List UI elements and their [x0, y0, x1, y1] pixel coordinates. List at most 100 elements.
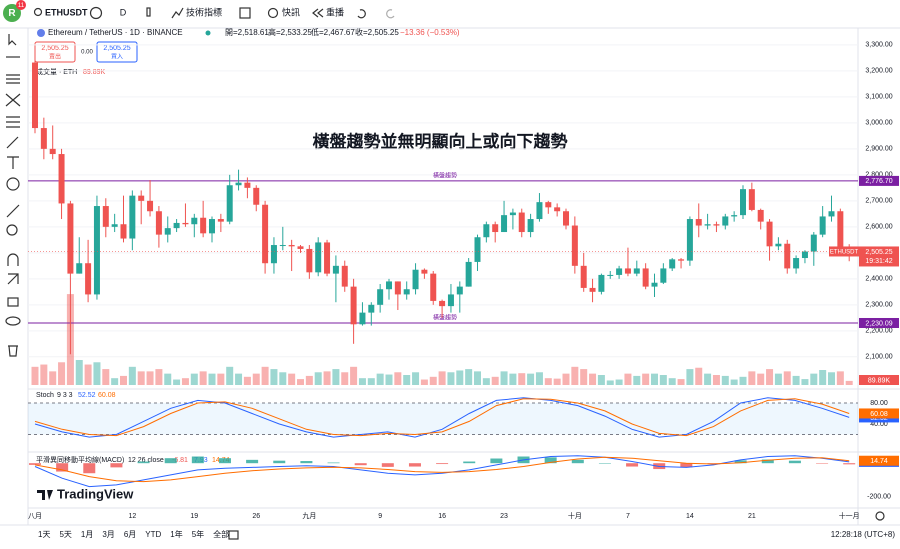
projection-tool[interactable]	[6, 116, 20, 128]
redo[interactable]	[386, 9, 395, 19]
volume-bar	[208, 373, 216, 385]
ruler-tool[interactable]	[6, 204, 20, 218]
indicator-line	[34, 455, 850, 488]
sell-price: 2,505.25	[41, 45, 68, 52]
candle-body	[509, 212, 516, 216]
indicator-line	[34, 398, 850, 437]
candle-body	[536, 202, 543, 220]
candle-body	[474, 237, 481, 262]
macd-histogram	[571, 459, 584, 464]
y-tick-label: 2,900.00	[865, 146, 892, 153]
candle-body	[704, 224, 711, 226]
volume-bar	[668, 378, 676, 385]
indicator-value: 14.74	[870, 458, 888, 465]
candle-body	[394, 281, 401, 295]
magnet-tool[interactable]	[7, 253, 19, 266]
macd-histogram	[327, 462, 340, 464]
macd-histogram	[788, 460, 801, 464]
settings[interactable]	[875, 511, 885, 521]
sell-button[interactable]	[34, 41, 76, 63]
interval[interactable]: D	[120, 7, 127, 17]
candle-body	[235, 182, 242, 186]
x-tick-label: 19	[190, 513, 198, 520]
range-button[interactable]: 5天	[59, 530, 71, 539]
replay[interactable]: 重播	[326, 6, 344, 17]
buy-button[interactable]	[96, 41, 138, 63]
candle-body	[430, 273, 437, 301]
sell-label: 賣出	[49, 53, 61, 61]
watermark-logo	[37, 490, 53, 500]
indicator-value: 60.08	[870, 411, 888, 418]
range-button[interactable]: 1月	[81, 530, 93, 539]
macd-histogram	[110, 463, 123, 468]
indicators[interactable]: 技術指標	[186, 6, 222, 17]
candle-body	[713, 224, 720, 226]
chart-type-icon[interactable]	[146, 7, 151, 17]
candle-body	[757, 209, 764, 222]
ohlc-close: 收=2,505.25	[355, 27, 399, 37]
undo[interactable]	[357, 9, 366, 19]
range-button[interactable]: 全部	[213, 529, 229, 539]
macd-histogram	[56, 463, 69, 472]
candle-body	[403, 289, 410, 295]
pattern-tool[interactable]	[5, 93, 21, 107]
fib-tool[interactable]	[6, 74, 20, 84]
range-button[interactable]: 6月	[124, 530, 136, 539]
text-tool[interactable]	[7, 156, 19, 169]
lock-tool[interactable]	[7, 297, 19, 307]
zoom-tool[interactable]	[6, 224, 18, 236]
x-tick-label: 14	[686, 513, 694, 520]
trash-tool[interactable]	[8, 345, 18, 357]
volume-bar	[730, 379, 738, 385]
visibility-tool[interactable]	[5, 316, 21, 326]
brush-tool[interactable]	[6, 136, 19, 149]
macd-histogram	[734, 460, 747, 464]
macd-histogram	[598, 463, 611, 464]
lock-drawing[interactable]	[7, 273, 19, 285]
last-price-bg	[859, 246, 899, 267]
candle-body	[76, 263, 83, 274]
date-picker[interactable]	[228, 530, 239, 540]
volume-bar	[642, 373, 650, 385]
symbol[interactable]: ETHUSDT	[45, 7, 88, 17]
indicators-icon[interactable]	[171, 7, 184, 19]
range-button[interactable]: YTD	[145, 530, 161, 539]
alert-icon[interactable]	[267, 7, 279, 19]
candle-body	[492, 224, 499, 233]
volume-bar	[474, 371, 481, 385]
ohlc-low: 低=2,467.67	[311, 27, 355, 37]
search-icon[interactable]	[33, 7, 43, 17]
volume-bar	[314, 372, 322, 385]
emoji-tool[interactable]	[6, 177, 20, 191]
replay-icon[interactable]	[312, 8, 324, 18]
volume-bar	[651, 373, 658, 385]
layout-icon[interactable]	[239, 7, 251, 19]
volume-bar	[704, 373, 712, 385]
range-button[interactable]: 3月	[102, 530, 114, 539]
alerts[interactable]: 快訊	[282, 6, 300, 17]
volume-bar	[509, 373, 517, 385]
macd-histogram	[218, 458, 231, 464]
macd-histogram	[816, 463, 829, 464]
volume-bar	[181, 378, 189, 385]
volume-bar	[420, 379, 428, 385]
cursor-tool[interactable]	[8, 34, 17, 46]
macd-histogram	[83, 463, 96, 474]
candle-body	[332, 265, 339, 274]
avatar[interactable]	[3, 4, 21, 22]
y-tick-label: 2,400.00	[865, 276, 892, 283]
range-button[interactable]: 1年	[170, 529, 182, 539]
market-status	[205, 30, 211, 36]
volume-bar	[31, 366, 39, 385]
spread: 0.00	[81, 50, 93, 56]
x-tick-label: 十一月	[839, 511, 860, 520]
range-button[interactable]: 1天	[38, 530, 50, 539]
candle-body	[129, 195, 136, 239]
countdown: 19:31:42	[865, 258, 892, 265]
volume-bar	[597, 375, 605, 385]
volume-bar	[491, 376, 499, 385]
range-button[interactable]: 5年	[192, 529, 204, 539]
volume-last: 89.89K	[83, 69, 106, 76]
avatar-letter: R	[8, 8, 16, 19]
add-symbol[interactable]	[89, 6, 103, 20]
